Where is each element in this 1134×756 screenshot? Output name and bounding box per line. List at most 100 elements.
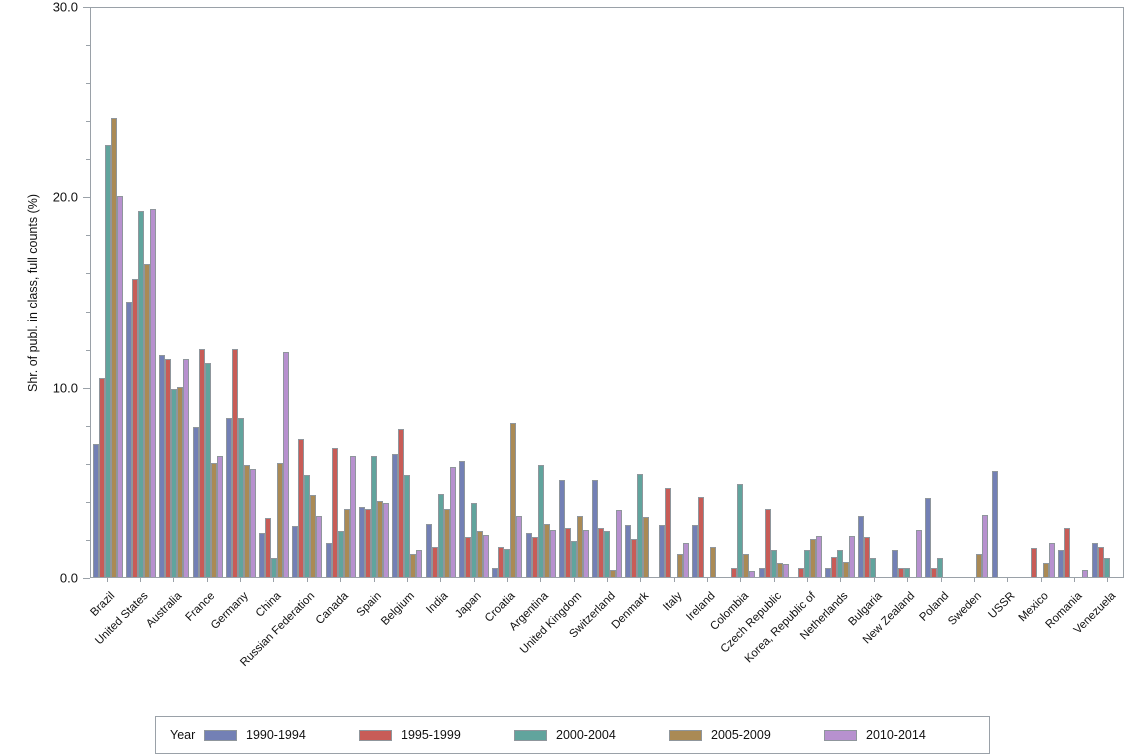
bar-2005-2009 <box>443 508 450 577</box>
x-tick-label: Italy <box>660 590 685 614</box>
bar-1990-1994 <box>1091 542 1098 577</box>
x-tick <box>406 578 408 582</box>
x-tick <box>940 578 942 582</box>
bar-2010-2014 <box>416 550 423 577</box>
y-tick <box>86 311 90 313</box>
bar-1990-1994 <box>691 524 698 577</box>
bar-1995-1999 <box>598 527 605 577</box>
bar-group-poland <box>923 8 956 577</box>
legend-label: 2000-2004 <box>556 728 616 742</box>
bar-2000-2004 <box>437 493 444 577</box>
bar-2005-2009 <box>809 539 816 577</box>
x-tick-label: India <box>424 590 451 617</box>
bar-group-india <box>424 8 457 577</box>
x-tick <box>773 578 775 582</box>
bar-group-bulgaria <box>857 8 890 577</box>
y-tick-label: 10.0 <box>52 380 78 396</box>
bar-group-russian-federation <box>291 8 324 577</box>
bar-2000-2004 <box>504 548 511 577</box>
bar-group-romania <box>1057 8 1090 577</box>
bar-2005-2009 <box>510 423 517 577</box>
bar-1990-1994 <box>492 568 499 577</box>
x-tick <box>140 578 142 582</box>
bar-2010-2014 <box>383 503 390 577</box>
x-tick <box>873 578 875 582</box>
bar-2010-2014 <box>116 195 123 577</box>
bar-1995-1999 <box>131 279 138 577</box>
x-tick <box>1007 578 1009 582</box>
bar-1990-1994 <box>125 301 132 577</box>
bar-1990-1994 <box>159 355 166 577</box>
x-tick <box>807 578 809 582</box>
bar-2005-2009 <box>277 463 284 577</box>
y-tick <box>86 45 90 47</box>
bar-1995-1999 <box>864 537 871 577</box>
bar-1995-1999 <box>1097 546 1104 577</box>
bar-2005-2009 <box>610 570 617 577</box>
bar-2010-2014 <box>482 535 489 577</box>
bar-2010-2014 <box>516 516 523 577</box>
bar-group-canada <box>324 8 357 577</box>
x-tick <box>273 578 275 582</box>
bar-2000-2004 <box>903 567 910 577</box>
bar-1995-1999 <box>464 537 471 577</box>
legend-swatch <box>824 729 857 741</box>
bar-1995-1999 <box>664 487 671 577</box>
bar-1995-1999 <box>697 497 704 577</box>
x-tick-label: Czech Republic <box>718 590 785 656</box>
bar-1990-1994 <box>425 523 432 577</box>
bar-1995-1999 <box>1030 547 1037 577</box>
bar-2000-2004 <box>937 558 944 577</box>
bar-2005-2009 <box>576 516 583 577</box>
legend-swatch <box>359 729 392 741</box>
bar-group-germany <box>224 8 257 577</box>
x-tick <box>1107 578 1109 582</box>
bar-2005-2009 <box>243 465 250 577</box>
y-tick-label: 0.0 <box>59 570 78 586</box>
bar-1995-1999 <box>731 567 738 577</box>
x-tick-label: Sweden <box>946 590 985 628</box>
x-tick <box>506 578 508 582</box>
bar-1995-1999 <box>431 546 438 577</box>
bar-1995-1999 <box>531 537 538 577</box>
x-tick <box>573 578 575 582</box>
bar-1995-1999 <box>331 448 338 577</box>
bar-2005-2009 <box>210 463 217 577</box>
bar-2000-2004 <box>837 549 844 577</box>
bar-2005-2009 <box>410 554 417 577</box>
x-tick <box>740 578 742 582</box>
bar-1990-1994 <box>525 533 532 577</box>
bar-group-denmark <box>624 8 657 577</box>
bar-group-china <box>257 8 290 577</box>
bar-group-australia <box>158 8 191 577</box>
bar-group-colombia <box>724 8 757 577</box>
x-tick <box>840 578 842 582</box>
bar-1990-1994 <box>991 470 998 577</box>
bar-1990-1994 <box>1058 550 1065 577</box>
bars-layer <box>91 8 1123 577</box>
x-tick <box>306 578 308 582</box>
bar-1995-1999 <box>365 508 372 577</box>
bar-2000-2004 <box>304 474 311 577</box>
bar-2005-2009 <box>743 554 750 577</box>
bar-1990-1994 <box>758 568 765 577</box>
legend-item-1990-1994: 1990-1994 <box>204 728 359 742</box>
bar-1995-1999 <box>931 567 938 577</box>
bar-1990-1994 <box>259 533 266 577</box>
y-tick <box>83 197 90 199</box>
x-tick <box>473 578 475 582</box>
bar-group-united-kingdom <box>557 8 590 577</box>
y-tick <box>83 387 90 389</box>
x-tick <box>240 578 242 582</box>
bar-2010-2014 <box>782 563 789 577</box>
bar-2000-2004 <box>737 484 744 577</box>
bar-2005-2009 <box>976 554 983 577</box>
bar-2005-2009 <box>177 387 184 577</box>
bar-2000-2004 <box>237 417 244 577</box>
legend-item-1995-1999: 1995-1999 <box>359 728 514 742</box>
x-tick-label: Australia <box>143 590 184 631</box>
bar-1995-1999 <box>498 546 505 577</box>
bar-group-netherlands <box>824 8 857 577</box>
bar-1995-1999 <box>98 377 105 577</box>
